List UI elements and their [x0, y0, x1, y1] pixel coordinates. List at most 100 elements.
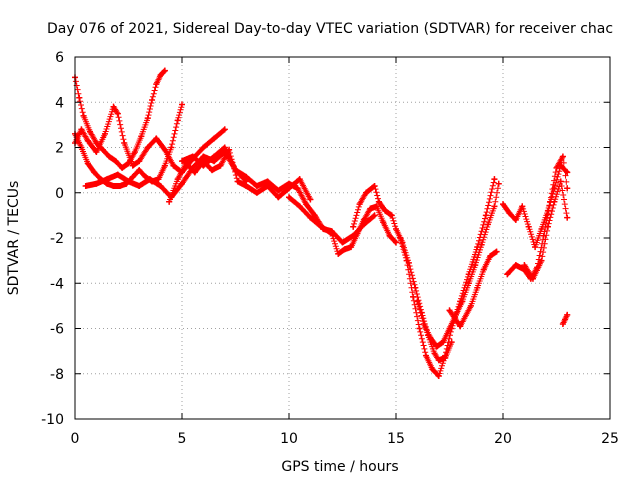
data-point [386, 232, 393, 239]
data-point [371, 212, 378, 219]
data-point [431, 350, 438, 357]
data-point [296, 203, 303, 210]
data-point [161, 162, 168, 169]
y-tick-label: -10 [41, 412, 64, 428]
data-point [101, 130, 108, 137]
data-point [144, 115, 151, 122]
data-point [166, 198, 173, 205]
data-point [422, 352, 429, 359]
data-point [112, 158, 119, 165]
series-track-15 [559, 311, 571, 327]
data-point [253, 182, 260, 189]
series-track-5 [166, 146, 314, 205]
data-point [393, 239, 399, 246]
data-point [93, 149, 100, 156]
data-point [446, 307, 453, 314]
data-point [157, 72, 164, 79]
data-point [420, 320, 427, 327]
series-markers [500, 162, 571, 251]
data-point [474, 284, 481, 291]
data-point [243, 173, 250, 180]
data-point [116, 182, 123, 189]
data-point [275, 187, 282, 194]
data-point [435, 373, 442, 380]
data-point [80, 112, 87, 119]
y-tick-label: -6 [50, 322, 64, 338]
data-point [521, 262, 528, 269]
data-point [129, 162, 136, 169]
data-point [465, 280, 472, 287]
series-track-8 [350, 182, 455, 364]
data-point [296, 176, 303, 183]
data-point [114, 110, 121, 117]
data-point [153, 135, 160, 142]
data-point [504, 271, 511, 278]
data-point [110, 103, 117, 110]
data-point [348, 244, 355, 251]
y-tick-label: 4 [55, 95, 64, 111]
grid [75, 57, 610, 419]
data-point [512, 262, 519, 269]
data-point [307, 214, 314, 221]
data-point [538, 257, 545, 264]
data-point [564, 214, 571, 221]
data-point [544, 223, 551, 230]
data-point [217, 162, 224, 169]
data-point [457, 323, 464, 330]
data-point [189, 153, 196, 160]
data-point [179, 158, 185, 165]
data-point [161, 67, 168, 74]
data-point [200, 162, 207, 169]
data-point [125, 178, 132, 185]
y-axis: 6 4 2 0 -2 -4 -6 -8 -10 [41, 50, 610, 428]
data-point [382, 207, 389, 214]
x-axis: 0 5 10 15 20 25 [71, 57, 619, 447]
series-track-11 [446, 248, 500, 330]
data-point [414, 298, 421, 305]
data-point [532, 244, 539, 251]
data-point [559, 320, 566, 327]
y-tick-label: -4 [50, 276, 64, 292]
data-point [416, 325, 423, 332]
data-point [500, 201, 506, 208]
data-point [388, 212, 395, 219]
data-point [78, 126, 85, 133]
data-point [307, 196, 314, 203]
data-point [480, 266, 487, 273]
data-point [286, 194, 292, 201]
x-tick-label: 5 [178, 431, 187, 447]
data-point [234, 178, 241, 185]
data-point [433, 343, 440, 350]
data-point [440, 339, 447, 346]
data-point [363, 189, 370, 196]
data-point [529, 275, 536, 282]
data-point [380, 219, 387, 226]
data-point [519, 203, 526, 210]
data-point [114, 171, 121, 178]
data-point [131, 149, 138, 156]
data-point [153, 81, 160, 88]
data-point [168, 144, 175, 151]
data-point [442, 352, 449, 359]
data-point [393, 225, 399, 232]
data-point [491, 203, 498, 210]
data-point [564, 185, 571, 192]
data-point [157, 182, 164, 189]
data-point [482, 212, 489, 219]
data-point [221, 126, 228, 133]
data-point [328, 230, 335, 237]
data-point [149, 96, 156, 103]
data-point [86, 128, 93, 135]
data-point [356, 201, 363, 208]
data-point [538, 225, 545, 232]
data-point [84, 160, 91, 167]
data-point [564, 311, 571, 318]
data-point [136, 158, 143, 165]
x-tick-label: 10 [280, 431, 298, 447]
data-point [286, 180, 292, 187]
data-point [146, 176, 153, 183]
data-point [264, 178, 271, 185]
data-point [360, 216, 367, 223]
data-point [106, 153, 113, 160]
data-point [211, 153, 218, 160]
